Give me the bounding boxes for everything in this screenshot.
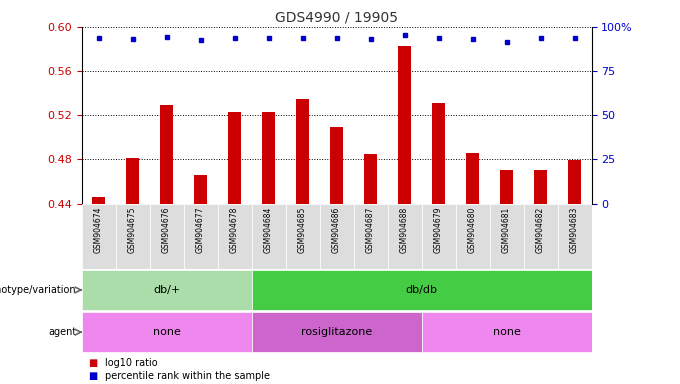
Text: GSM904679: GSM904679 <box>434 207 443 253</box>
Bar <box>568 161 581 204</box>
Bar <box>82 312 252 353</box>
Bar <box>422 312 592 353</box>
Text: GSM904685: GSM904685 <box>298 207 307 253</box>
Bar <box>398 46 411 204</box>
Bar <box>252 270 592 310</box>
Text: rosiglitazone: rosiglitazone <box>301 327 372 337</box>
Text: db/+: db/+ <box>153 285 180 295</box>
Bar <box>252 312 422 353</box>
Bar <box>534 170 547 204</box>
Text: GSM904683: GSM904683 <box>570 207 579 253</box>
Text: db/db: db/db <box>405 285 438 295</box>
Bar <box>116 204 150 269</box>
Text: agent: agent <box>48 327 76 337</box>
Bar <box>184 204 218 269</box>
Bar <box>432 103 445 204</box>
Bar <box>558 204 592 269</box>
Bar <box>296 99 309 204</box>
Bar <box>422 204 456 269</box>
Bar <box>388 204 422 269</box>
Bar <box>160 105 173 204</box>
Bar <box>218 204 252 269</box>
Text: GSM904674: GSM904674 <box>94 207 103 253</box>
Bar <box>228 112 241 204</box>
Text: none: none <box>153 327 180 337</box>
Bar <box>92 197 105 204</box>
Text: GSM904684: GSM904684 <box>264 207 273 253</box>
Bar <box>286 204 320 269</box>
Bar <box>82 204 116 269</box>
Bar <box>150 204 184 269</box>
Text: GSM904681: GSM904681 <box>502 207 511 253</box>
Text: GSM904688: GSM904688 <box>400 207 409 253</box>
Bar <box>82 270 252 310</box>
Bar <box>252 204 286 269</box>
Text: percentile rank within the sample: percentile rank within the sample <box>105 371 271 381</box>
Bar <box>354 204 388 269</box>
Text: none: none <box>493 327 520 337</box>
Text: GSM904678: GSM904678 <box>230 207 239 253</box>
Bar <box>364 154 377 204</box>
Bar <box>500 170 513 204</box>
Bar <box>194 175 207 204</box>
Bar <box>330 127 343 204</box>
Bar <box>456 204 490 269</box>
Text: GSM904682: GSM904682 <box>536 207 545 253</box>
Text: GSM904686: GSM904686 <box>332 207 341 253</box>
Text: ■: ■ <box>88 371 98 381</box>
Bar <box>524 204 558 269</box>
Text: GSM904677: GSM904677 <box>196 207 205 253</box>
Bar <box>320 204 354 269</box>
Text: GSM904687: GSM904687 <box>366 207 375 253</box>
Bar <box>126 158 139 204</box>
Text: GSM904680: GSM904680 <box>468 207 477 253</box>
Text: GSM904675: GSM904675 <box>128 207 137 253</box>
Title: GDS4990 / 19905: GDS4990 / 19905 <box>275 10 398 24</box>
Text: log10 ratio: log10 ratio <box>105 358 158 368</box>
Text: GSM904676: GSM904676 <box>162 207 171 253</box>
Bar <box>262 112 275 204</box>
Text: ■: ■ <box>88 358 98 368</box>
Text: genotype/variation: genotype/variation <box>0 285 76 295</box>
Bar <box>490 204 524 269</box>
Bar <box>466 153 479 204</box>
